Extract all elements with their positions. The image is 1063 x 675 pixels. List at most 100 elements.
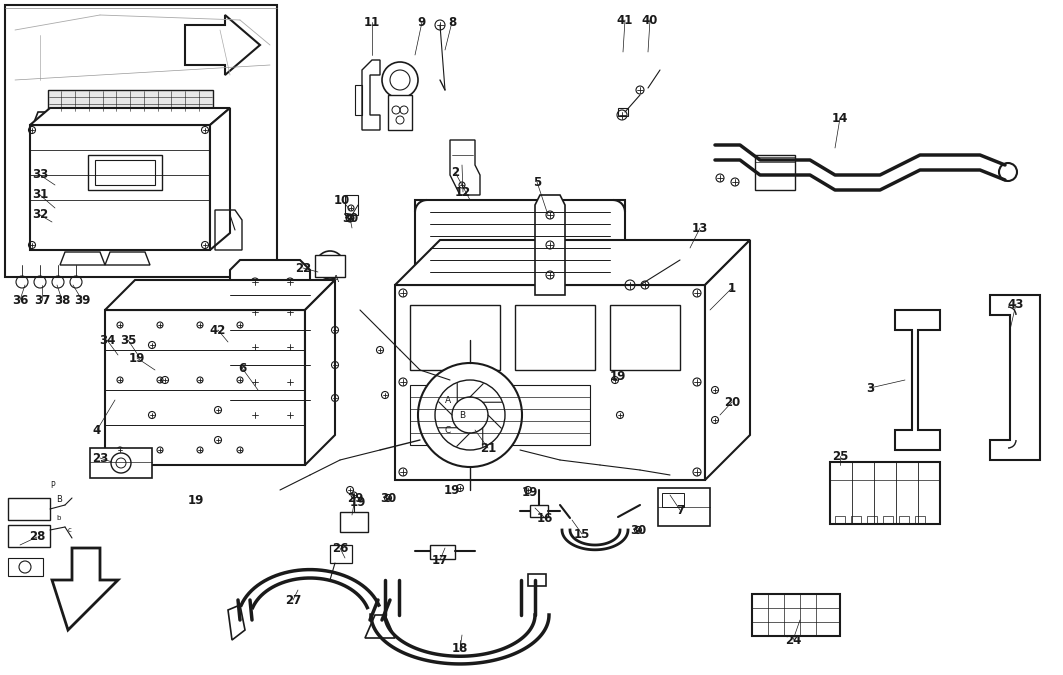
Bar — [530, 505, 549, 517]
Text: 41: 41 — [617, 14, 634, 26]
Polygon shape — [30, 108, 230, 125]
Bar — [899, 516, 909, 524]
Text: 10: 10 — [334, 194, 350, 207]
Text: 19: 19 — [610, 371, 626, 383]
Text: 11: 11 — [364, 16, 381, 28]
Text: 17: 17 — [432, 554, 449, 566]
Text: 19: 19 — [129, 352, 146, 364]
Text: 3: 3 — [866, 381, 874, 394]
Polygon shape — [185, 15, 260, 75]
Text: 6: 6 — [238, 362, 247, 375]
Polygon shape — [105, 280, 335, 310]
Text: 8: 8 — [448, 16, 456, 28]
Text: 4: 4 — [92, 423, 101, 437]
Bar — [662, 493, 684, 507]
Text: 31: 31 — [32, 188, 48, 202]
Text: 29: 29 — [347, 491, 364, 504]
Bar — [752, 594, 840, 636]
Bar — [9, 558, 43, 576]
Bar — [9, 498, 50, 520]
Bar — [90, 448, 152, 478]
Text: 43: 43 — [1008, 298, 1024, 310]
Text: 32: 32 — [32, 209, 48, 221]
Text: 25: 25 — [832, 450, 848, 462]
Text: 13: 13 — [692, 221, 708, 234]
Bar — [528, 574, 546, 586]
Text: 23: 23 — [91, 452, 108, 464]
Text: 19: 19 — [188, 493, 204, 506]
Text: 2: 2 — [451, 165, 459, 178]
Bar — [658, 488, 710, 526]
Text: 7: 7 — [676, 504, 685, 516]
Text: A: A — [445, 396, 451, 405]
Text: 18: 18 — [452, 643, 468, 655]
Polygon shape — [395, 285, 705, 480]
Bar — [867, 516, 877, 524]
Bar — [431, 545, 455, 559]
Polygon shape — [450, 140, 480, 195]
Bar — [340, 512, 368, 532]
Text: 34: 34 — [99, 333, 115, 346]
Text: 42: 42 — [209, 323, 226, 337]
Bar — [883, 516, 893, 524]
Polygon shape — [105, 310, 305, 465]
Text: b: b — [56, 515, 61, 521]
Text: 9: 9 — [418, 16, 426, 28]
Bar — [388, 95, 412, 130]
Text: 19: 19 — [350, 495, 366, 508]
Text: 38: 38 — [54, 294, 70, 306]
Circle shape — [418, 363, 522, 467]
Bar — [9, 525, 50, 547]
Polygon shape — [227, 605, 244, 640]
Text: 40: 40 — [642, 14, 658, 26]
Polygon shape — [895, 310, 940, 450]
Text: 24: 24 — [784, 634, 802, 647]
Text: 26: 26 — [332, 541, 349, 554]
Text: C: C — [445, 426, 451, 435]
Bar — [330, 545, 352, 563]
Text: 37: 37 — [34, 294, 50, 306]
Bar — [610, 305, 680, 370]
Bar — [415, 200, 625, 285]
Polygon shape — [705, 240, 750, 480]
Circle shape — [316, 251, 344, 279]
Polygon shape — [33, 125, 215, 175]
Bar — [48, 90, 213, 112]
Text: B: B — [56, 495, 62, 504]
Bar — [95, 160, 155, 185]
Text: 36: 36 — [12, 294, 29, 306]
Bar — [915, 516, 925, 524]
Text: 1: 1 — [728, 281, 736, 294]
Text: 14: 14 — [832, 111, 848, 124]
Polygon shape — [210, 108, 230, 250]
Bar — [5, 5, 277, 277]
Text: 16: 16 — [537, 512, 553, 524]
Text: 19: 19 — [444, 483, 460, 497]
Polygon shape — [52, 548, 118, 630]
Polygon shape — [33, 112, 215, 125]
Bar — [836, 516, 845, 524]
Bar — [410, 385, 590, 445]
Text: 19: 19 — [522, 485, 538, 499]
Text: 30: 30 — [630, 524, 646, 537]
Bar — [88, 155, 162, 190]
Text: 22: 22 — [294, 261, 311, 275]
Polygon shape — [395, 240, 750, 285]
Polygon shape — [30, 125, 210, 250]
Text: 15: 15 — [574, 527, 590, 541]
Text: 39: 39 — [73, 294, 90, 306]
Text: 33: 33 — [32, 169, 48, 182]
Text: P: P — [50, 481, 54, 490]
Bar — [105, 115, 155, 127]
Polygon shape — [305, 280, 335, 465]
Text: 5: 5 — [533, 176, 541, 188]
Text: 20: 20 — [724, 396, 740, 408]
Bar — [851, 516, 861, 524]
Text: 28: 28 — [29, 531, 46, 543]
Polygon shape — [365, 615, 395, 638]
Text: B: B — [459, 411, 466, 420]
Text: A: A — [333, 275, 339, 284]
Bar — [315, 255, 345, 277]
Text: 21: 21 — [479, 441, 496, 454]
Polygon shape — [990, 295, 1040, 460]
